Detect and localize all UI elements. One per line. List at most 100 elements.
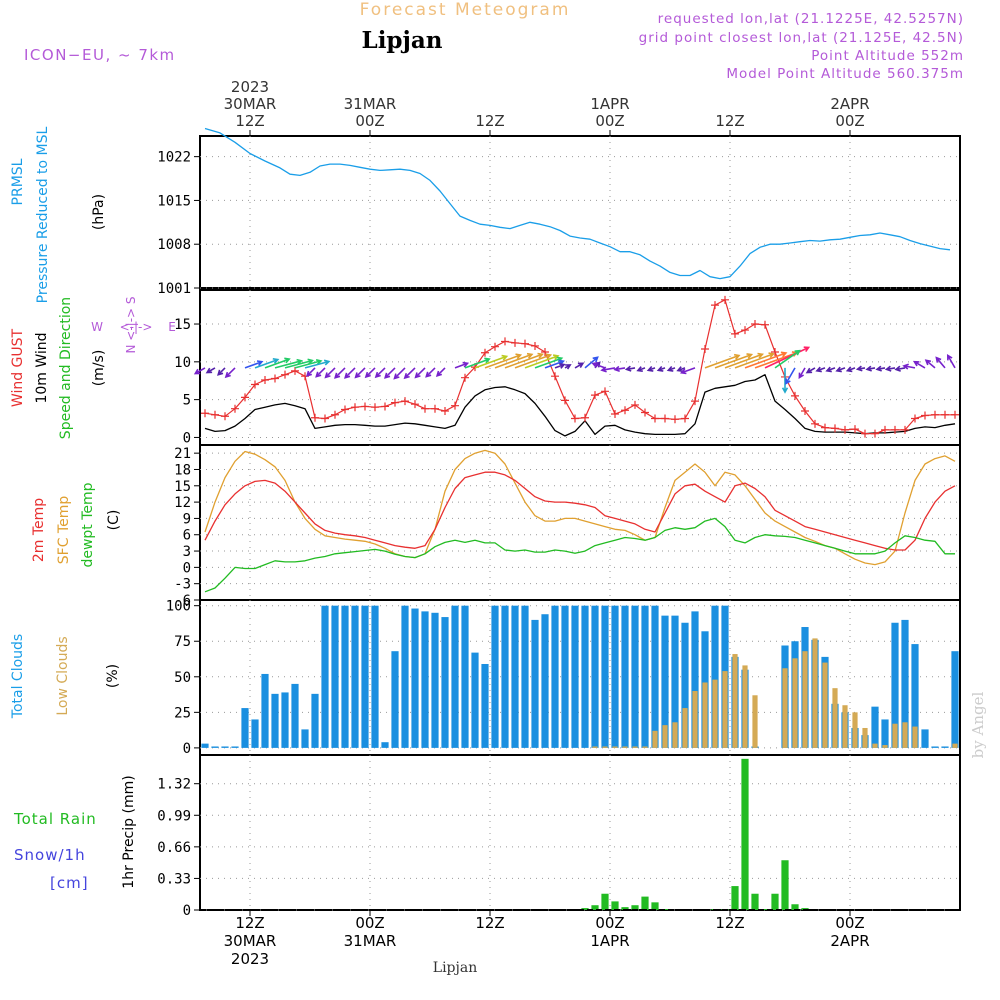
wind-direction-arrow: [484, 353, 523, 369]
y-tick-label: 0.99: [157, 808, 191, 824]
wind-direction-arrow: [724, 352, 764, 369]
bottom-time-label: 00Z: [595, 914, 624, 932]
low-clouds-bar: [822, 662, 828, 748]
y-tick-label: 1022: [157, 150, 191, 166]
rain-bar: [621, 907, 629, 910]
low-clouds-bar: [882, 745, 888, 748]
gust-marker: [271, 374, 279, 383]
rain-bar: [641, 896, 649, 910]
wind-direction-arrow: [679, 367, 696, 375]
rain-bar: [751, 893, 759, 910]
wind-direction-arrow: [805, 367, 816, 374]
y-tick-label: 1001: [157, 281, 191, 297]
wind-direction-arrow: [264, 357, 291, 369]
total-clouds-bar: [661, 615, 669, 748]
y-tick-label: 1015: [157, 193, 191, 209]
gust-marker: [411, 400, 419, 409]
gust-marker: [201, 409, 209, 418]
gust-marker: [701, 344, 709, 353]
total-clouds-bar: [951, 651, 959, 748]
total-clouds-bar: [551, 605, 559, 748]
wind-direction-arrow: [855, 365, 866, 372]
gust-marker: [241, 393, 249, 402]
requested-coords: requested lon,lat (21.1225E, 42.5257N): [658, 11, 964, 27]
top-time-label: 2APR: [830, 95, 869, 113]
gust-marker: [511, 338, 519, 347]
gust-marker: [831, 424, 839, 433]
total-clouds-bar: [471, 652, 479, 748]
gust-marker: [891, 425, 899, 434]
total-clouds-bar: [641, 605, 649, 748]
wind-direction-arrow: [554, 363, 566, 369]
y-tick-label: 12: [174, 495, 191, 511]
wind-direction-arrow: [244, 360, 264, 369]
gust-marker: [361, 402, 369, 411]
pressure-line: [204, 127, 951, 280]
gust-marker: [921, 411, 929, 420]
wind-direction-arrow: [946, 353, 956, 369]
bottom-location: Lipjan: [433, 960, 477, 976]
panel-frame: [199, 289, 961, 446]
low-clouds-bar: [602, 746, 608, 748]
gust-marker: [211, 410, 219, 419]
wind-direction-arrow: [636, 366, 646, 372]
gust-marker: [391, 398, 399, 407]
gust-marker: [791, 391, 799, 400]
gust-marker: [351, 403, 359, 412]
y-tick-label: 0: [183, 560, 191, 576]
top-time-label: 12Z: [475, 112, 504, 130]
low-clouds-bar: [632, 746, 638, 748]
gust-marker: [401, 397, 409, 406]
wind-direction-arrow: [785, 367, 796, 385]
wind-direction-arrow: [384, 367, 396, 379]
total-clouds-bar: [331, 605, 339, 748]
y-tick-label: 1.32: [157, 777, 191, 793]
rain-bar: [731, 886, 739, 910]
total-clouds-bar: [211, 746, 219, 748]
wind-direction-arrow: [374, 367, 386, 379]
total-clouds-bar: [431, 612, 439, 748]
low-clouds-bar: [682, 708, 688, 748]
gust-marker: [521, 339, 529, 348]
total-clouds-label: Total Clouds: [10, 634, 26, 719]
total-clouds-bar: [291, 683, 299, 748]
y-tick-label: 50: [174, 670, 191, 686]
rain-bar: [651, 902, 659, 910]
gust-marker: [811, 419, 819, 428]
gust-marker: [731, 329, 739, 338]
total-clouds-bar: [341, 605, 349, 748]
wind-direction-arrow: [600, 366, 616, 373]
wind-direction-arrow: [714, 353, 754, 369]
total-clouds-bar: [311, 693, 319, 748]
gust-marker: [291, 366, 299, 375]
y-tick-label: 0: [183, 430, 191, 446]
snow-unit-label: [cm]: [50, 874, 89, 892]
y-tick-label: 3: [183, 544, 191, 560]
total-clouds-bar: [411, 608, 419, 748]
gust-marker: [491, 342, 499, 351]
wind-direction-arrow: [815, 366, 826, 373]
precip-unit-label: 1hr Precip (mm): [121, 775, 137, 888]
wind-direction-arrow: [464, 357, 491, 369]
wind-direction-arrow: [494, 352, 534, 369]
total-clouds-bar: [621, 605, 629, 748]
panel-5: 0 0.33 0.66 0.99 1.32: [157, 754, 961, 919]
y-tick-label: 6: [183, 528, 191, 544]
gust-label: Wind GUST: [10, 328, 26, 407]
total-clouds-bar: [651, 605, 659, 748]
wind-direction-arrow: [734, 352, 775, 369]
wind-direction-arrow: [334, 367, 346, 379]
gust-marker: [421, 404, 429, 413]
total-clouds-bar: [301, 729, 309, 748]
wind-direction-arrow: [894, 365, 906, 372]
total-clouds-bar: [921, 729, 929, 748]
gust-marker: [371, 403, 379, 412]
gust-marker: [861, 429, 869, 438]
total-clouds-bar: [231, 746, 239, 748]
gust-marker: [571, 414, 579, 423]
wind-speed-line: [204, 374, 956, 437]
low-clouds-bar: [902, 722, 908, 748]
wind-direction-arrow: [924, 359, 936, 369]
low-clouds-bar: [792, 658, 798, 748]
compass-ns-label: N <-|-> S: [124, 296, 138, 353]
